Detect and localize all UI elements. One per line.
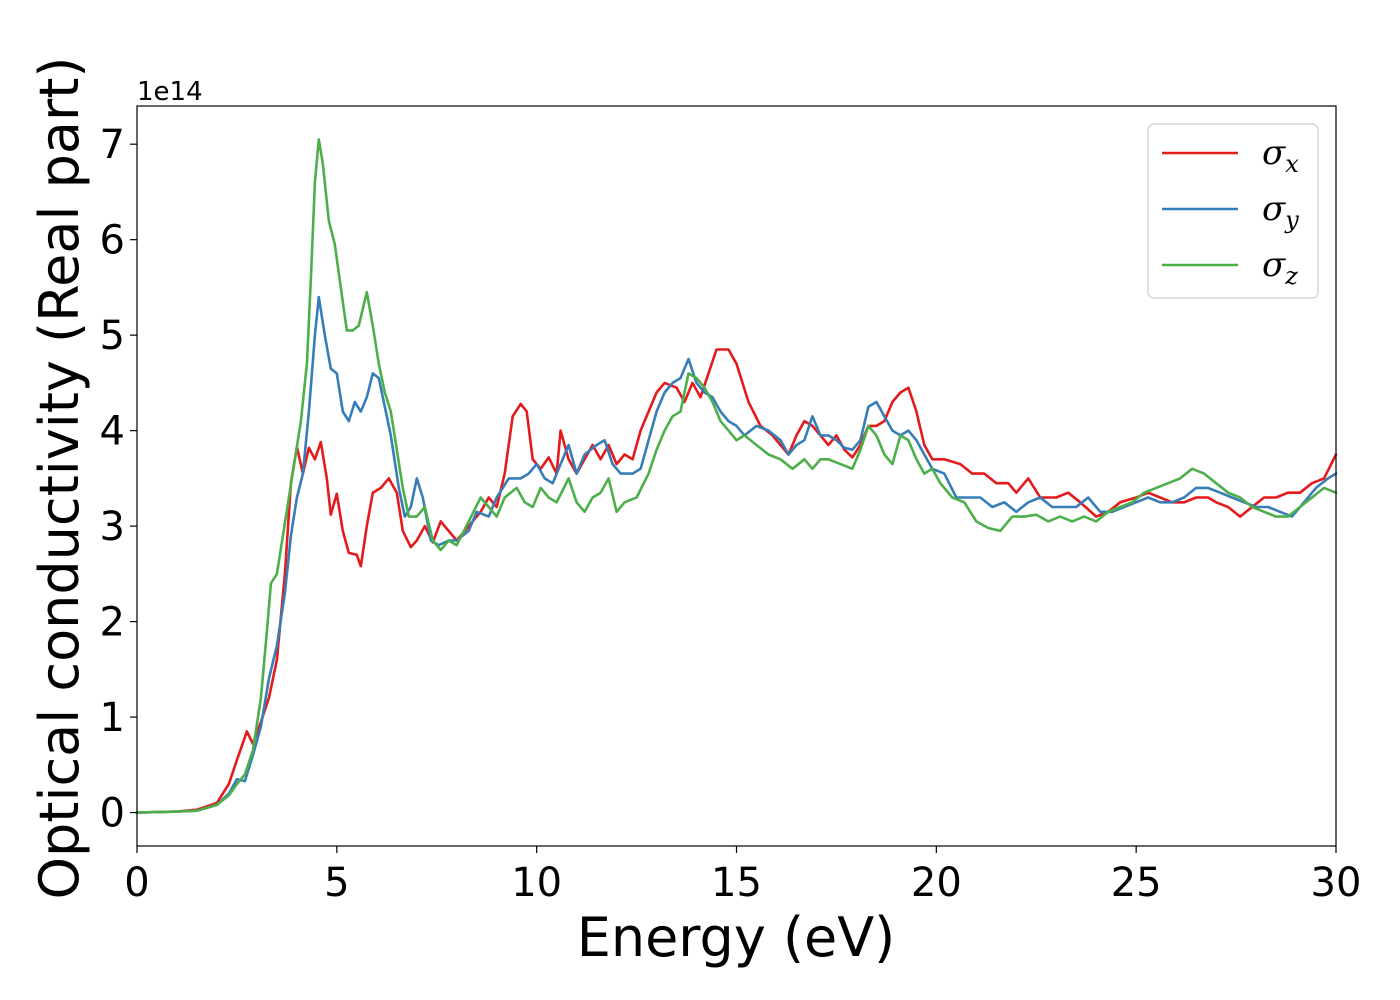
y-tick-label: 1 <box>100 695 125 741</box>
series-line-z <box>135 138 1338 814</box>
y-axis: 0 1 2 3 4 5 6 7 <box>100 122 137 837</box>
x-tick-label: 10 <box>511 860 562 906</box>
y-tick-label: 7 <box>100 122 125 168</box>
x-tick-label: 0 <box>124 860 149 906</box>
x-tick-label: 5 <box>324 860 349 906</box>
x-tick-label: 20 <box>911 860 962 906</box>
series-line-y <box>135 295 1338 814</box>
y-tick-label: 5 <box>100 313 125 359</box>
y-axis-title: Optical conductivity (Real part) <box>28 57 91 900</box>
y-offset-label: 1e14 <box>137 77 203 107</box>
series-layer <box>135 138 1338 814</box>
x-axis: 0 5 10 15 20 25 30 <box>124 846 1361 906</box>
x-tick-label: 30 <box>1311 860 1362 906</box>
y-tick-label: 3 <box>100 504 125 550</box>
y-tick-label: 4 <box>100 409 125 455</box>
y-tick-label: 2 <box>100 600 125 646</box>
x-axis-title: Energy (eV) <box>577 906 896 969</box>
y-tick-label: 6 <box>100 218 125 264</box>
x-tick-label: 25 <box>1111 860 1162 906</box>
y-tick-label: 0 <box>100 791 125 837</box>
x-tick-label: 15 <box>711 860 762 906</box>
legend-frame <box>1147 123 1319 299</box>
